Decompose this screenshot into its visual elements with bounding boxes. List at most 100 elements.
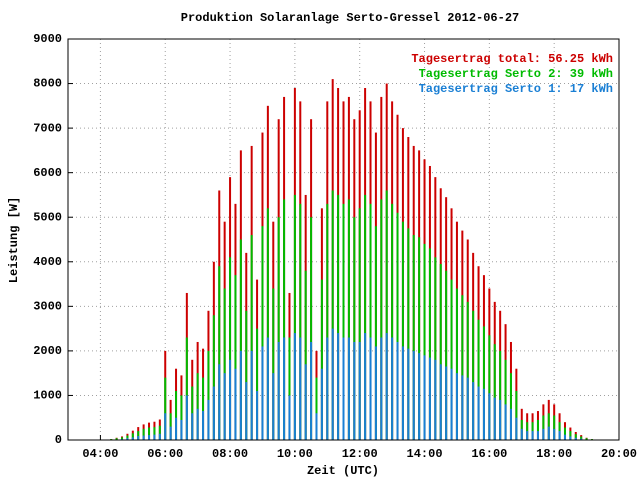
bar [272,288,275,440]
bar [315,413,318,440]
bar [488,335,491,440]
bar [202,377,205,440]
bar [412,350,415,440]
bar [531,431,534,440]
y-tick-label: 8000 [33,77,62,91]
bar [488,393,491,440]
bar [196,408,199,440]
bar [396,341,399,440]
bar [245,310,248,440]
bar [472,382,475,440]
bar [223,288,226,440]
bar [585,438,588,440]
x-tick-label: 12:00 [342,447,378,461]
bar [536,431,539,440]
y-tick-label: 2000 [33,344,62,358]
bar [234,275,237,440]
x-tick-label: 06:00 [147,447,183,461]
bar [407,228,410,440]
bar [434,359,437,440]
bar [250,350,253,440]
bar [423,243,426,440]
bar [131,437,134,440]
bar [385,333,388,440]
y-tick-label: 0 [55,433,62,447]
bar [207,350,210,440]
bar [574,434,577,440]
bar [148,435,151,440]
legend-entry: Tagesertrag total: 56.25 kWh [411,52,613,66]
bar [504,359,507,440]
bar [499,399,502,440]
bar [574,437,577,440]
bar [553,415,556,440]
bar [256,328,259,440]
bar [563,427,566,440]
bar [299,337,302,440]
bar [472,310,475,440]
plot-frame [67,38,620,441]
bar [212,315,215,440]
bar [326,203,329,440]
bar [358,208,361,440]
bar [229,359,232,440]
bar [428,357,431,440]
bar [439,364,442,440]
bar [380,199,383,440]
y-tick-label: 6000 [33,166,62,180]
bar [331,328,334,440]
bar [553,428,556,440]
bar [212,386,215,440]
bar [558,422,561,440]
bar [445,366,448,440]
x-tick-label: 08:00 [212,447,248,461]
bar [493,397,496,440]
bar [509,408,512,440]
bar [547,426,550,440]
bar [466,301,469,440]
bar [185,395,188,440]
bar [515,417,518,440]
bar [434,257,437,440]
x-tick-label: 20:00 [601,447,637,461]
bar [261,346,264,440]
bar [461,375,464,440]
bar [283,199,286,440]
bar [536,419,539,440]
bar [542,415,545,440]
bar [412,235,415,440]
bar [455,373,458,440]
bar [374,226,377,440]
x-tick-label: 16:00 [471,447,507,461]
bar [304,364,307,440]
bar [450,279,453,440]
bar [493,344,496,440]
bar [450,368,453,440]
y-tick-label: 7000 [33,121,62,135]
bar [304,270,307,440]
bar [158,433,161,440]
bar [331,190,334,440]
bar [288,395,291,440]
bar [175,417,178,440]
chart-title: Produktion Solaranlage Serto-Gressel 201… [181,11,519,25]
bar [115,438,118,440]
x-axis-label: Zeit (UTC) [307,464,379,478]
bar [153,427,156,440]
bar [558,431,561,440]
bar [369,203,372,440]
bar [320,368,323,440]
bar [439,264,442,440]
bar [353,217,356,440]
bar [126,438,129,440]
bar [369,337,372,440]
bar [142,428,145,440]
bar [266,337,269,440]
bar [207,399,210,440]
bar [342,337,345,440]
legend-entry: Tagesertrag Serto 1: 17 kWh [419,82,613,96]
bar [580,438,583,440]
bar [326,337,329,440]
bar [358,341,361,440]
bar [364,333,367,440]
